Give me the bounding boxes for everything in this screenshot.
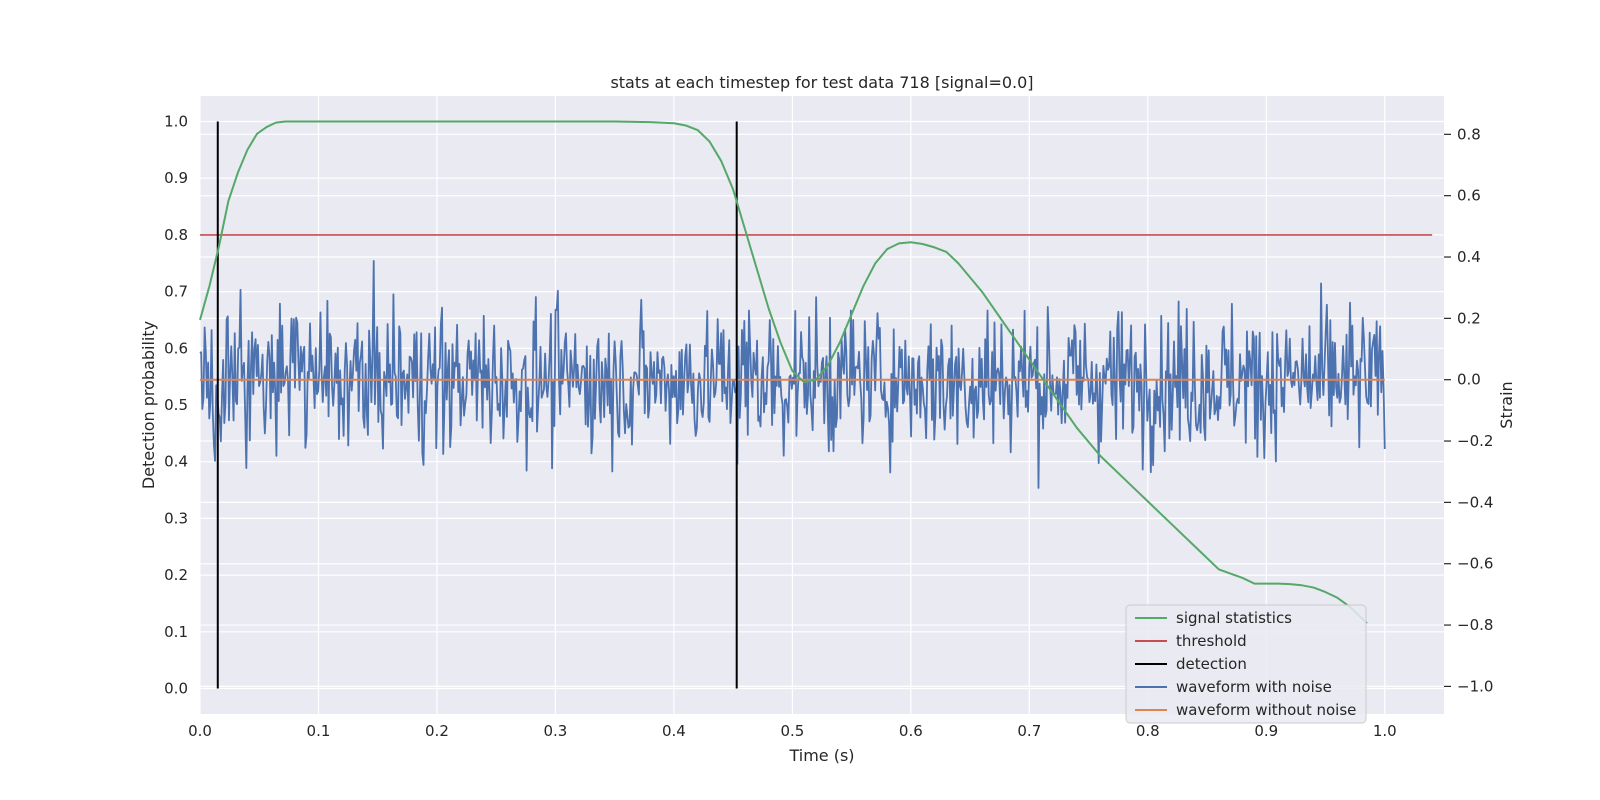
legend-label: waveform with noise [1176, 678, 1332, 696]
x-tick-label: 0.3 [543, 722, 567, 740]
right-tick-label: −0.6 [1457, 555, 1493, 573]
right-tick-label: 0.6 [1457, 187, 1481, 205]
x-axis-label: Time (s) [788, 746, 854, 765]
y-tick-label: 0.9 [164, 169, 188, 187]
x-tick-label: 0.2 [425, 722, 449, 740]
legend-label: detection [1176, 655, 1247, 673]
x-tick-label: 0.9 [1254, 722, 1278, 740]
y-tick-label: 0.5 [164, 396, 188, 414]
right-tick-label: −0.8 [1457, 616, 1493, 634]
series-waveform-with-noise [199, 260, 1386, 489]
legend-label: waveform without noise [1176, 701, 1356, 719]
y-axis-ticks: 0.0 0.1 0.2 0.3 0.4 0.5 0.6 0.7 0.8 0.9 1.0 [164, 113, 188, 698]
right-tick-label: −1.0 [1457, 677, 1493, 695]
legend-label: signal statistics [1176, 609, 1292, 627]
y-axis-label: Detection probability [139, 321, 158, 489]
right-axis-ticks: −1.0 −0.8 −0.6 −0.4 −0.2 0.0 0.2 0.4 0.6 0.8 [1444, 125, 1493, 695]
y-tick-label: 0.1 [164, 623, 188, 641]
y-tick-label: 0.7 [164, 283, 188, 301]
right-tick-label: 0.0 [1457, 371, 1481, 389]
right-tick-label: 0.4 [1457, 248, 1481, 266]
chart-title: stats at each timestep for test data 718… [610, 73, 1033, 92]
x-tick-label: 0.5 [780, 722, 804, 740]
series-layer [199, 120, 1433, 689]
y-tick-label: 1.0 [164, 113, 188, 131]
y-tick-label: 0.8 [164, 226, 188, 244]
series-signal-statistics [199, 120, 1368, 625]
right-tick-label: −0.4 [1457, 493, 1493, 511]
y-tick-label: 0.4 [164, 453, 188, 471]
x-tick-label: 1.0 [1373, 722, 1397, 740]
x-tick-label: 0.8 [1136, 722, 1160, 740]
legend-label: threshold [1176, 632, 1247, 650]
x-tick-label: 0.6 [899, 722, 923, 740]
right-tick-label: 0.8 [1457, 125, 1481, 143]
legend: signal statistics threshold detection wavef… [1125, 604, 1367, 724]
y-tick-label: 0.3 [164, 509, 188, 527]
right-axis-label: Strain [1497, 381, 1516, 428]
y-tick-label: 0.6 [164, 339, 188, 357]
right-tick-label: −0.2 [1457, 432, 1493, 450]
y-tick-label: 0.0 [164, 679, 188, 697]
x-tick-label: 0.0 [188, 722, 212, 740]
legend-box [1125, 604, 1367, 724]
x-tick-label: 0.4 [662, 722, 686, 740]
x-axis-ticks: 0.0 0.1 0.2 0.3 0.4 0.5 0.6 0.7 0.8 0.9 1.0 [188, 722, 1397, 740]
y-tick-label: 0.2 [164, 566, 188, 584]
right-tick-label: 0.2 [1457, 309, 1481, 327]
x-tick-label: 0.7 [1017, 722, 1041, 740]
x-tick-label: 0.1 [307, 722, 331, 740]
